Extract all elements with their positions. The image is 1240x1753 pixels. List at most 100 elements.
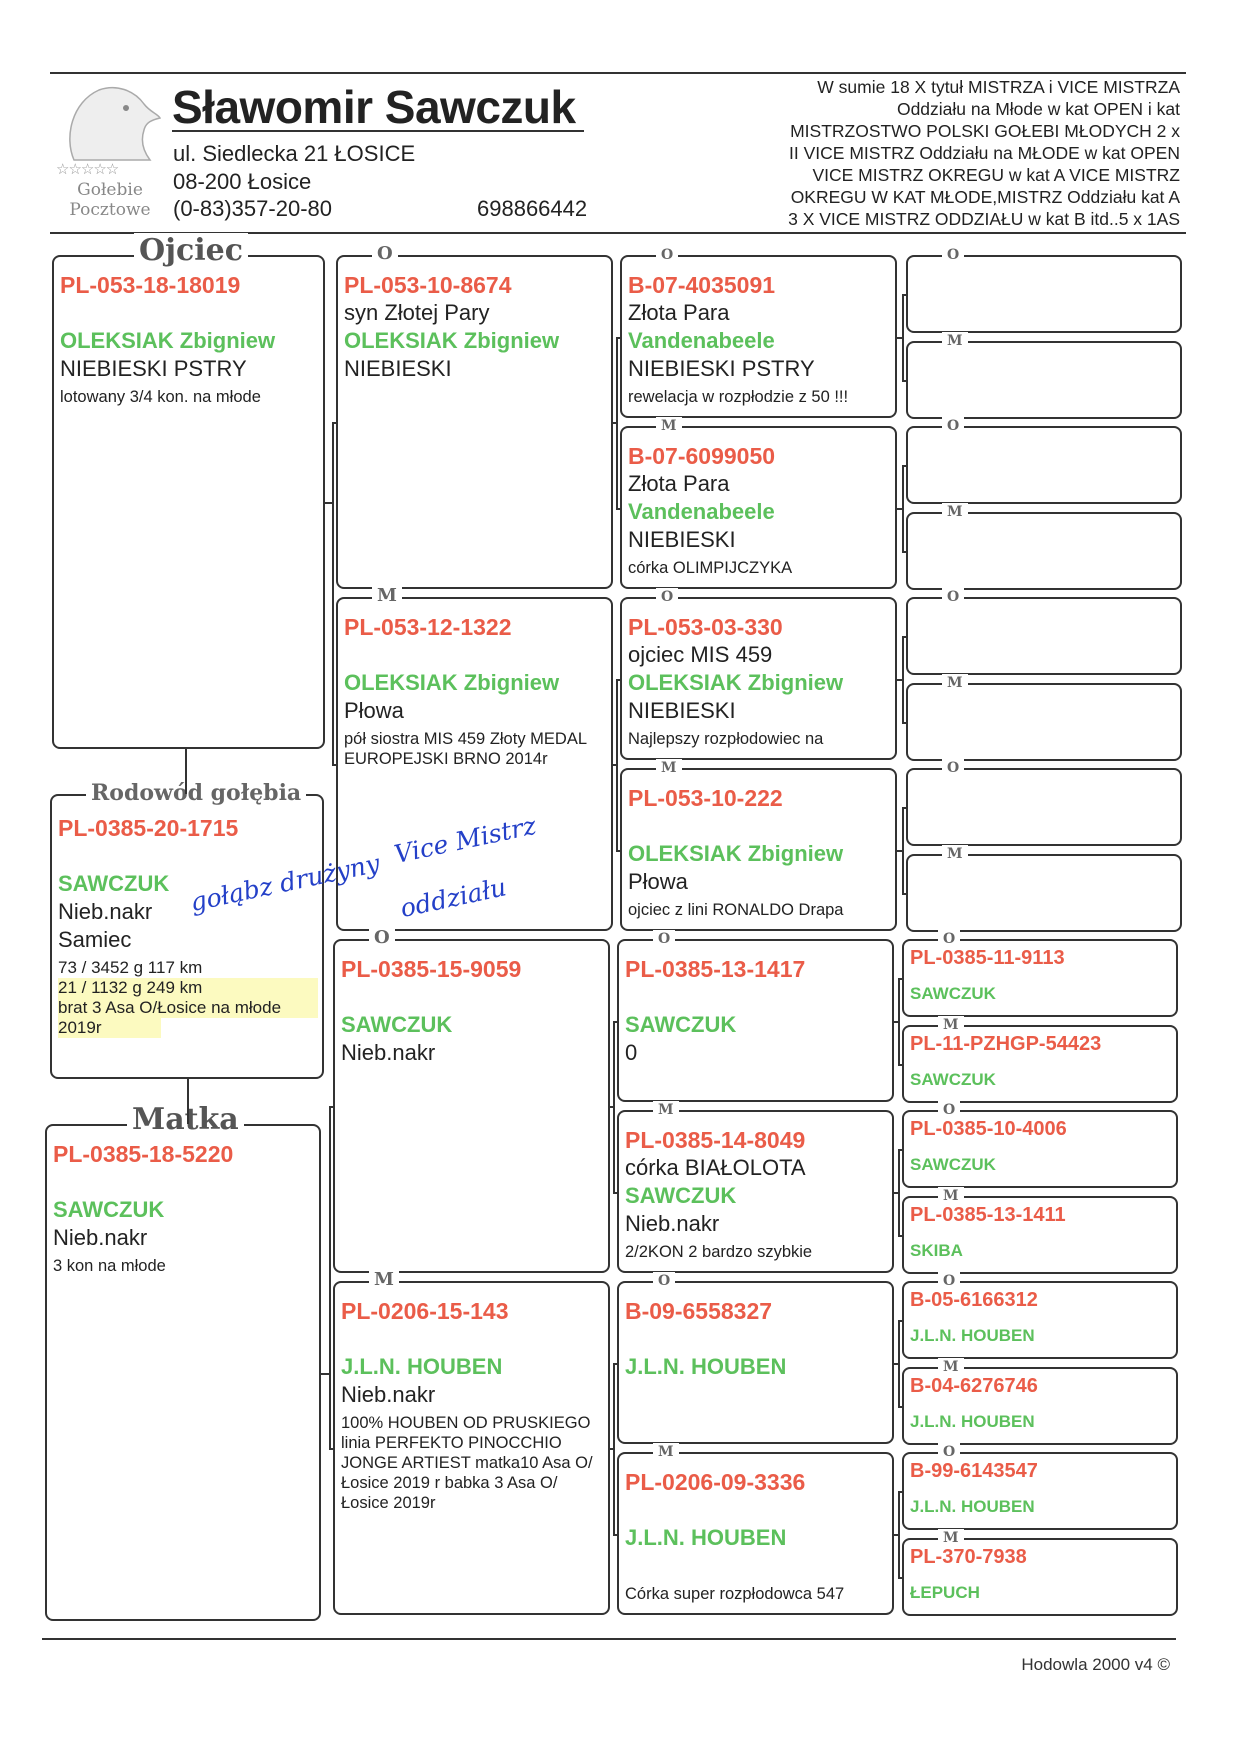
address-street: ul. Siedlecka 21 ŁOSICE: [173, 141, 416, 166]
ring-number: PL-0385-13-1417: [625, 956, 806, 982]
ring-number: [914, 259, 1176, 289]
ring-number: PL-0385-11-9113: [910, 947, 1065, 969]
pedigree-connector: [616, 678, 622, 681]
subtitle: syn Złotej Pary: [344, 300, 490, 325]
pedigree-connector: [187, 1079, 189, 1124]
pedigree-connector: [902, 550, 908, 553]
pedigree-connector: [894, 1362, 900, 1365]
box-label: O: [656, 246, 679, 264]
subtitle: Złota Para: [628, 300, 730, 325]
pedigree-connector: [332, 422, 334, 764]
color: NIEBIESKI: [344, 356, 452, 381]
breeder: SAWCZUK: [53, 1197, 165, 1222]
pedigree-connector: [897, 849, 904, 852]
color: Nieb.nakr: [58, 899, 153, 924]
great-grandparent-box: O B-09-6558327 J.L.N. HOUBEN: [617, 1272, 894, 1444]
box-label: M: [942, 502, 968, 521]
breeder: OLEKSIAK Zbigniew: [60, 328, 276, 353]
pedigree-connector: [616, 507, 622, 510]
pedigree-connector: [610, 1448, 615, 1450]
box-label: M: [938, 1186, 964, 1205]
pedigree-connector: [610, 1106, 615, 1108]
achievement-line: OKREGU W KAT MŁODE,MISTRZ Oddziału kat A: [790, 187, 1180, 207]
breeder: ŁEPUCH: [910, 1582, 980, 1602]
ring-number: PL-0385-15-9059: [341, 956, 522, 982]
ring-number: PL-0385-18-5220: [53, 1141, 234, 1167]
pedigree-connector: [894, 1191, 900, 1194]
breeder: J.L.N. HOUBEN: [625, 1525, 787, 1550]
logo-text-line1: Gołebie: [77, 180, 143, 200]
pedigree-connector: [902, 892, 908, 895]
ring-number: PL-0385-13-1411: [910, 1203, 1066, 1226]
footer-software: Hodowla 2000 v4 ©: [1021, 1655, 1170, 1674]
breeder: SAWCZUK: [625, 1012, 737, 1037]
pedigree-connector: [902, 636, 908, 638]
pedigree-connector: [185, 749, 187, 794]
color: [625, 1552, 888, 1580]
achievement-line: MISTRZOSTWO POLSKI GOŁEBI MŁODYCH 2 x: [790, 121, 1180, 141]
subject-box: Rodowód gołębia PL-0385-20-1715 SAWCZUK …: [50, 779, 324, 1079]
sex: Samiec: [58, 927, 132, 952]
box-label: Matka: [127, 1102, 244, 1138]
pedigree-connector: [613, 422, 618, 424]
breeder-name: Sławomir Sawczuk: [172, 81, 576, 133]
great-great-grandparent-box: M PL-370-7938 ŁEPUCH: [902, 1528, 1178, 1616]
pigeon-head-icon: [69, 86, 162, 161]
phone: (0-83)357-20-80: [173, 196, 332, 221]
notes: rewelacja w rozpłodzie z 50 !!!: [628, 388, 849, 406]
great-grandparent-box: O PL-053-03-330 ojciec MIS 459 OLEKSIAK Zbi…: [620, 588, 897, 760]
ring-number: PL-053-10-8674: [344, 272, 512, 298]
breeder: OLEKSIAK Zbigniew: [628, 841, 844, 866]
pedigree-connector: [616, 336, 622, 339]
pedigree-connector: [613, 1533, 619, 1536]
pedigree-connector: [613, 1362, 619, 1365]
ring-number: PL-370-7938: [910, 1545, 1027, 1568]
subtitle: [625, 1496, 888, 1524]
breeder: [914, 558, 1176, 576]
result-line: 73 / 3452 g 117 km: [58, 958, 203, 977]
pedigree-connector: [332, 422, 338, 424]
pedigree-connector: [325, 502, 334, 504]
great-great-grandparent-box: M: [906, 673, 1182, 761]
great-great-grandparent-box: M B-04-6276746 J.L.N. HOUBEN: [902, 1357, 1178, 1445]
great-great-grandparent-box: O PL-0385-10-4006 SAWCZUK: [902, 1101, 1178, 1188]
ring-number: B-07-6099050: [628, 443, 776, 469]
notes: lotowany 3/4 kon. na młode: [60, 388, 261, 406]
breeder: SAWCZUK: [910, 984, 996, 1003]
pedigree-connector: [898, 1576, 904, 1579]
breeder: [914, 472, 1176, 490]
ring-number: PL-053-12-1322: [344, 614, 512, 640]
color: Płowa: [628, 869, 688, 894]
subtitle: córka BIAŁOLOTA: [625, 1155, 806, 1180]
ring-number: B-05-6166312: [910, 1289, 1038, 1311]
result-line: 21 / 1132 g 249 km: [58, 978, 318, 998]
ring-number: PL-0385-10-4006: [910, 1118, 1067, 1140]
great-great-grandparent-box: M: [906, 331, 1182, 419]
note-line: brat 3 Asa O/Łosice na młode: [58, 998, 318, 1018]
breeder: SAWCZUK: [58, 871, 170, 896]
ring-number: [914, 516, 1176, 546]
ring-number: [914, 858, 1176, 888]
breeder: [914, 900, 1176, 918]
ring-number: B-99-6143547: [910, 1460, 1038, 1482]
box-label: O: [942, 246, 965, 264]
achievement-line: VICE MISTRZ OKREGU w kat A VICE MISTRZ: [812, 165, 1180, 185]
box-label: O: [942, 588, 965, 606]
pedigree-connector: [329, 1106, 335, 1108]
header-bottom-rule: [50, 232, 1186, 234]
logo: ☆☆☆☆☆ Gołebie Pocztowe: [54, 82, 164, 227]
box-label: M: [372, 584, 402, 608]
breeder: OLEKSIAK Zbigniew: [628, 670, 844, 695]
color: 0: [625, 1040, 638, 1065]
achievement-line: Oddziału na Młode w kat OPEN i kat: [896, 99, 1180, 119]
great-grandparent-box: M PL-0385-14-8049 córka BIAŁOLOTA SAWCZUK Ni…: [617, 1101, 894, 1273]
box-label: M: [938, 1528, 964, 1547]
breeder: SKIBA: [910, 1240, 963, 1260]
ring-number: [914, 772, 1176, 802]
sire-box: Ojciec PL-053-18-18019 OLEKSIAK Zbigniew NI…: [52, 233, 325, 749]
color: Nieb.nakr: [53, 1225, 148, 1250]
pedigree-connector: [898, 1405, 904, 1408]
breeder: [914, 643, 1176, 661]
box-label: O: [656, 588, 679, 606]
pedigree-connector: [613, 764, 618, 766]
